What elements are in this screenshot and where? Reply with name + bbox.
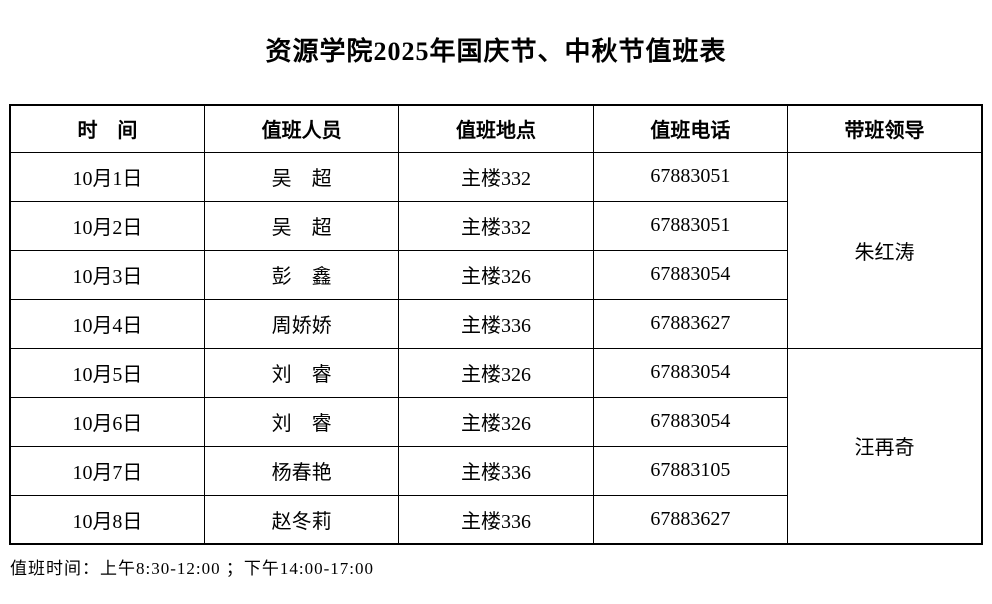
cell-date: 10月4日: [9, 298, 205, 349]
cell-person: 刘 睿: [203, 347, 400, 398]
cell-person: 杨春艳: [203, 445, 400, 496]
cell-date: 10月1日: [9, 151, 205, 202]
cell-date: 10月6日: [9, 396, 205, 447]
table-row: 10月8日 赵冬莉 主楼336 67883627: [9, 494, 982, 545]
table-row: 10月5日 刘 睿 主楼326 67883054 汪再奇: [9, 347, 983, 545]
cell-location: 主楼336: [398, 298, 594, 349]
header-row: 时 间 值班人员 值班地点 值班电话 带班领导: [9, 104, 983, 153]
table-row: 10月1日 吴 超 主楼332 67883051 朱红涛: [9, 151, 983, 349]
table-row: 10月2日 吴 超 主楼332 67883051: [9, 200, 982, 251]
cell-person: 吴 超: [203, 151, 400, 202]
cell-phone: 67883051: [592, 151, 789, 202]
cell-leader-group2: 汪再奇: [787, 347, 983, 545]
cell-leader-group1: 朱红涛: [787, 151, 983, 349]
cell-location: 主楼326: [398, 396, 594, 447]
cell-date: 10月2日: [9, 200, 205, 251]
cell-location: 主楼326: [398, 249, 594, 300]
cell-phone: 67883054: [592, 396, 789, 447]
page-title: 资源学院2025年国庆节、中秋节值班表: [265, 37, 727, 66]
header-location: 值班地点: [398, 104, 594, 153]
cell-location: 主楼332: [398, 151, 594, 202]
duty-roster-table: 时 间 值班人员 值班地点 值班电话 带班领导 10月1日 吴 超 主楼332 …: [9, 104, 983, 545]
table-row: 10月6日 刘 睿 主楼326 67883054: [9, 396, 982, 447]
header-time: 时 间: [9, 104, 205, 153]
cell-person: 彭 鑫: [203, 249, 400, 300]
cell-person: 赵冬莉: [203, 494, 400, 545]
cell-person: 周娇娇: [203, 298, 400, 349]
cell-phone: 67883627: [592, 494, 789, 545]
cell-phone: 67883105: [592, 445, 789, 496]
header-leader: 带班领导: [787, 104, 983, 153]
cell-person: 刘 睿: [203, 396, 400, 447]
cell-date: 10月3日: [9, 249, 205, 300]
cell-phone: 67883051: [592, 200, 789, 251]
header-person: 值班人员: [203, 104, 400, 153]
cell-phone: 67883627: [592, 298, 789, 349]
cell-location: 主楼336: [398, 445, 594, 496]
cell-person: 吴 超: [203, 200, 400, 251]
cell-date: 10月5日: [9, 347, 205, 398]
cell-date: 10月8日: [9, 494, 205, 545]
table-row: 10月7日 杨春艳 主楼336 67883105: [9, 445, 982, 496]
duty-hours-note: 值班时间：上午8:30-12:00 ；下午14:00-17:00: [10, 559, 374, 578]
header-phone: 值班电话: [592, 104, 789, 153]
cell-location: 主楼332: [398, 200, 594, 251]
cell-phone: 67883054: [592, 347, 789, 398]
cell-date: 10月7日: [9, 445, 205, 496]
cell-location: 主楼336: [398, 494, 594, 545]
cell-location: 主楼326: [398, 347, 594, 398]
table-row: 10月3日 彭 鑫 主楼326 67883054: [9, 249, 982, 300]
cell-phone: 67883054: [592, 249, 789, 300]
